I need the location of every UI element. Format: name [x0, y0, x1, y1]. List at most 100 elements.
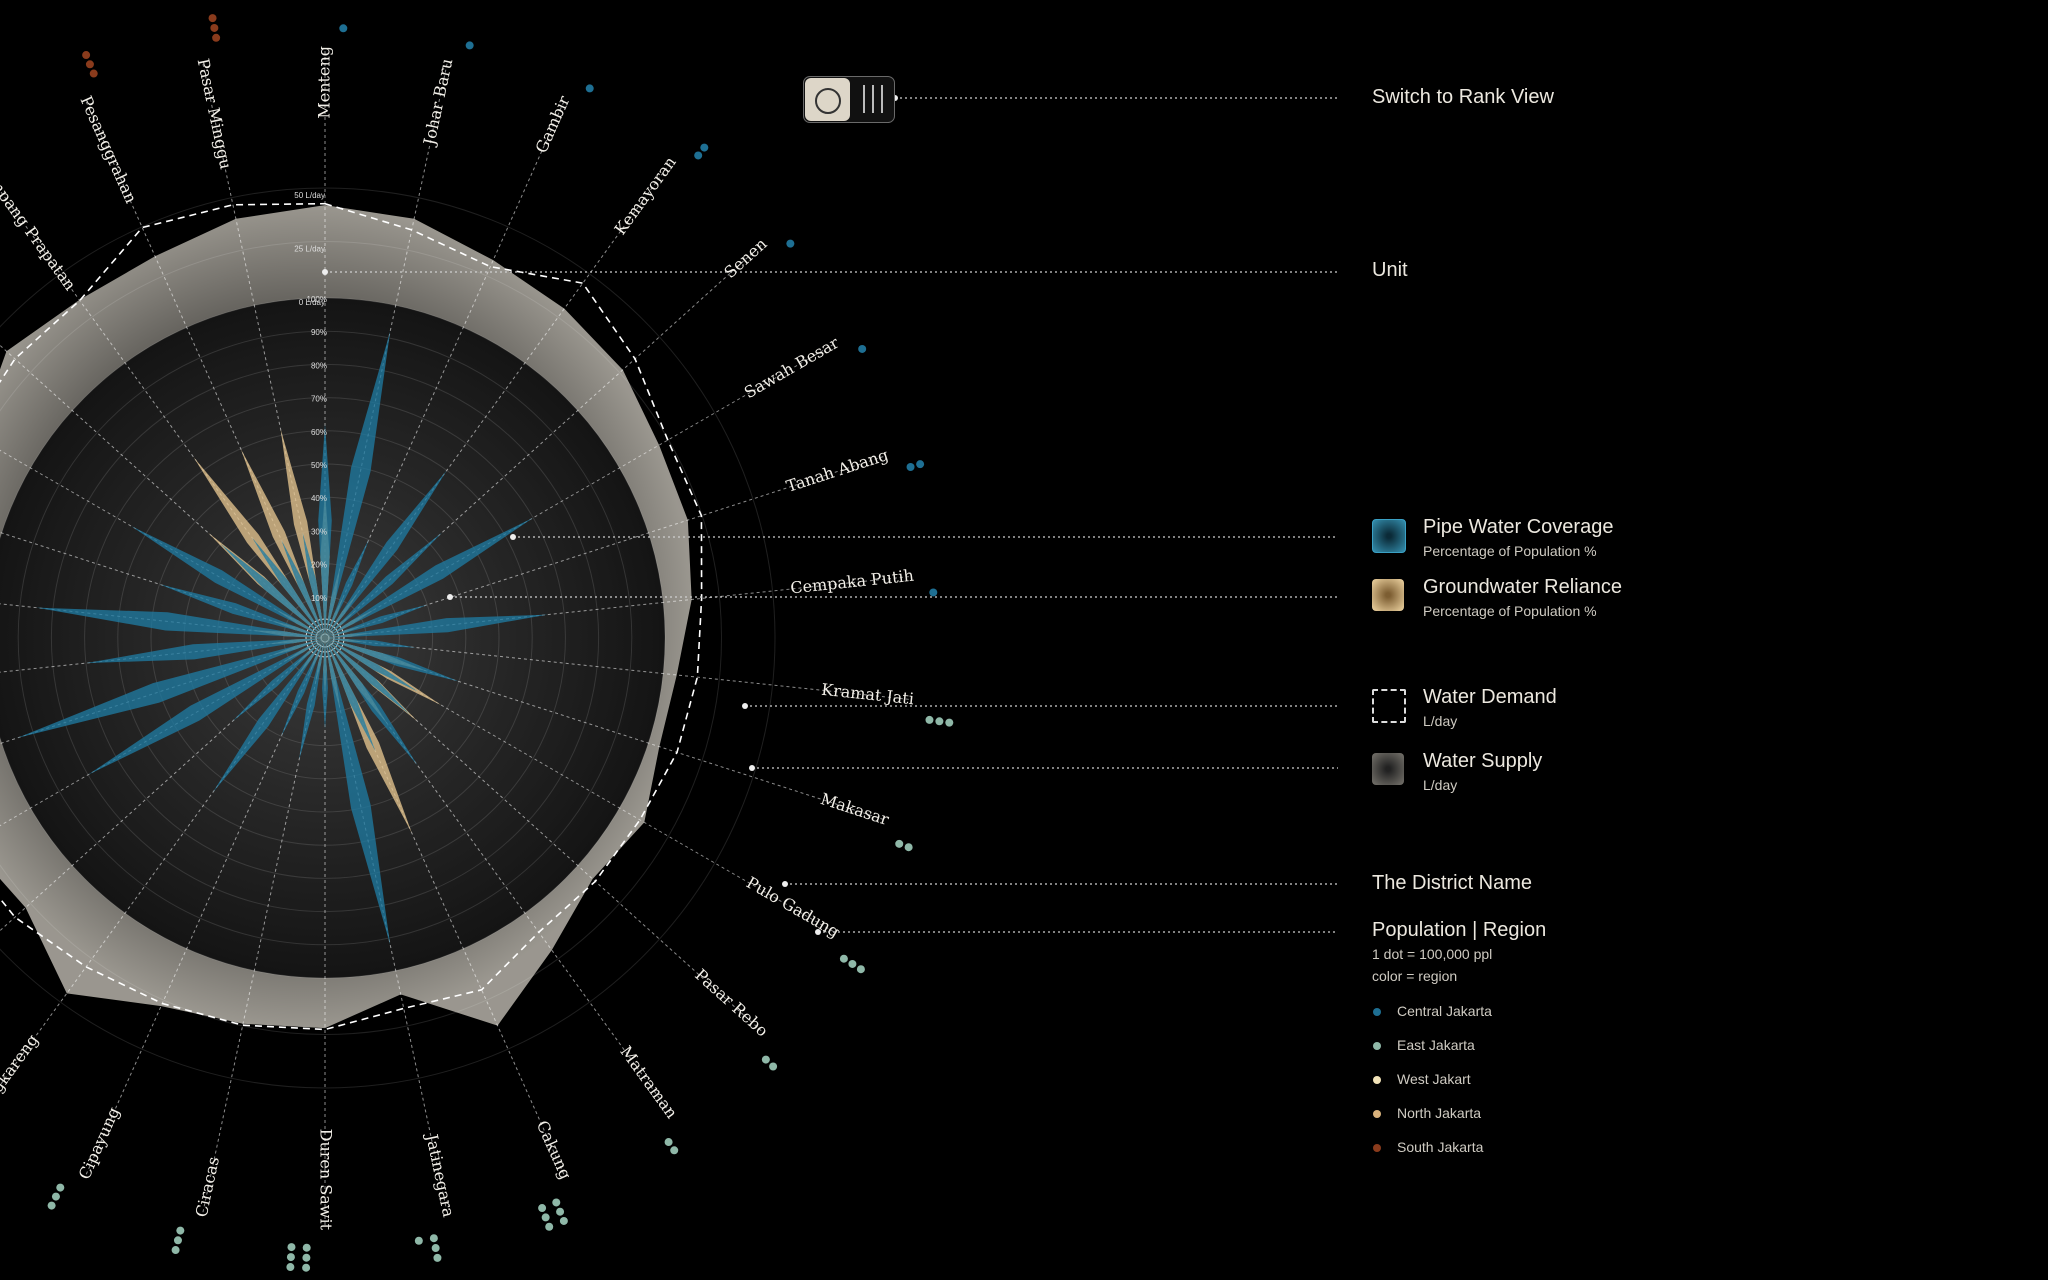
population-dot: [82, 51, 91, 60]
percent-tick-label: 30%: [311, 527, 327, 536]
population-dot: [694, 151, 703, 160]
population-dot: [465, 41, 474, 50]
population-dot: [839, 954, 848, 963]
percent-axis: 100% 90% 80% 70% 60% 50% 40% 30% 20% 10%: [307, 295, 327, 603]
district-label: Cipayung: [75, 1104, 124, 1182]
population-dot: [47, 1201, 56, 1210]
water-demand-title: Water Demand: [1423, 686, 1557, 708]
region-dot: [1373, 1144, 1381, 1152]
region-label: East Jakarta: [1397, 1037, 1475, 1053]
water-supply-area: [0, 205, 692, 1029]
population-dot: [51, 1192, 60, 1201]
percent-tick-label: 60%: [311, 428, 327, 437]
water-supply-swatch: [1372, 753, 1404, 785]
circle-view-icon: [815, 88, 841, 114]
population-dot: [302, 1263, 311, 1272]
district-label-group: Pasar Minggu: [194, 57, 236, 171]
district-label: Matraman: [616, 1042, 681, 1122]
percent-tick-label: 70%: [311, 395, 327, 404]
rank-bars-icon: [861, 85, 887, 113]
leader-anchor-dot: [782, 881, 788, 887]
leader-anchor-dot: [815, 929, 821, 935]
percent-tick-label: 100%: [307, 295, 327, 304]
water-supply-title: Water Supply: [1423, 750, 1543, 772]
population-dot: [210, 23, 219, 32]
population-dot: [904, 843, 913, 852]
district-label: Duren Sawit: [317, 1129, 336, 1231]
population-dot: [856, 965, 865, 974]
rank-view-toggle[interactable]: [803, 76, 895, 123]
population-dot: [302, 1253, 311, 1262]
unit-ring: [0, 241, 722, 1035]
population-dot: [414, 1236, 423, 1245]
leader-anchor-dot: [510, 534, 516, 540]
district-label-group: Pesanggrahan: [76, 93, 140, 206]
population-dot: [286, 1253, 295, 1262]
region-dot: [1373, 1076, 1381, 1084]
toggle-knob: [805, 78, 850, 121]
district-label-group: Pasar Rebo: [691, 965, 772, 1040]
district-label-group: Cempaka Putih: [789, 566, 914, 598]
legend-leader-lines: [322, 95, 1338, 935]
population-legend-title: Population | Region: [1372, 919, 1547, 941]
toggle-label[interactable]: Switch to Rank View: [1372, 86, 1554, 108]
district-label-group: Jatinegara: [422, 1131, 459, 1220]
district-label-group: Matraman: [616, 1042, 681, 1122]
population-dot: [339, 24, 348, 33]
population-dot: [945, 718, 954, 727]
groundwater-swatch: [1372, 579, 1404, 611]
district-label: Pulo Gadung: [743, 873, 843, 942]
chart-plot-area: 100% 90% 80% 70% 60% 50% 40% 30% 20% 10% 50 L/day 2…: [0, 14, 954, 1272]
region-dot: [1373, 1042, 1381, 1050]
district-name-legend: The District Name: [1372, 872, 1533, 894]
district-label-group: Sawah Besar: [741, 333, 842, 403]
district-label-group: Cakung: [533, 1118, 576, 1183]
unit-legend-label: Unit: [1372, 259, 1408, 281]
district-label: Jatinegara: [422, 1131, 459, 1220]
unit-tick-label: 25 L/day: [294, 245, 325, 254]
water-demand-swatch: [1372, 689, 1406, 723]
district-label-group: Cipayung: [75, 1104, 124, 1182]
unit-tick-label: 0 L/day: [299, 298, 325, 307]
population-dot: [287, 1243, 296, 1252]
population-dot: [786, 239, 795, 248]
pipe-coverage-swatch: [1372, 519, 1406, 553]
leader-anchor-dot: [447, 594, 453, 600]
region-dot: [1373, 1110, 1381, 1118]
population-dot: [556, 1207, 565, 1216]
district-label-group: Duren Sawit: [317, 1129, 336, 1231]
population-dot: [286, 1263, 295, 1272]
population-dot: [302, 1243, 311, 1252]
district-label: Johar Baru: [419, 57, 456, 149]
pipe-coverage-sub: Percentage of Population %: [1423, 543, 1597, 559]
region-dot: [1373, 1008, 1381, 1016]
population-dot: [585, 84, 594, 93]
district-label-group: Senen: [720, 234, 770, 282]
percent-tick-label: 40%: [311, 494, 327, 503]
pipe-coverage-title: Pipe Water Coverage: [1423, 516, 1614, 538]
spoke: [332, 638, 912, 701]
district-label-group: Menteng: [315, 46, 334, 119]
grid-ring: [17, 330, 633, 946]
region-label: South Jakarta: [1397, 1139, 1484, 1155]
district-label-group: Johar Baru: [419, 57, 456, 149]
district-label: Menteng: [315, 46, 334, 119]
population-dot: [85, 60, 94, 69]
population-dot: [538, 1204, 547, 1213]
percent-tick-label: 50%: [311, 461, 327, 470]
district-label-group: Cengkareng: [0, 1031, 42, 1122]
grid-ring: [84, 397, 566, 879]
region-label: Central Jakarta: [1397, 1003, 1492, 1019]
population-dot: [212, 33, 221, 42]
district-label: Sawah Besar: [741, 333, 842, 403]
water-supply-sub: L/day: [1423, 777, 1458, 793]
district-label: Pasar Minggu: [194, 57, 236, 171]
population-dot: [89, 69, 98, 78]
district-label: Gambir: [532, 93, 574, 156]
population-dot: [552, 1198, 561, 1207]
district-label: Makasar: [818, 789, 891, 829]
district-label: Senen: [720, 234, 770, 282]
district-label-group: Kemayoran: [610, 153, 679, 238]
population-dot: [545, 1222, 554, 1231]
